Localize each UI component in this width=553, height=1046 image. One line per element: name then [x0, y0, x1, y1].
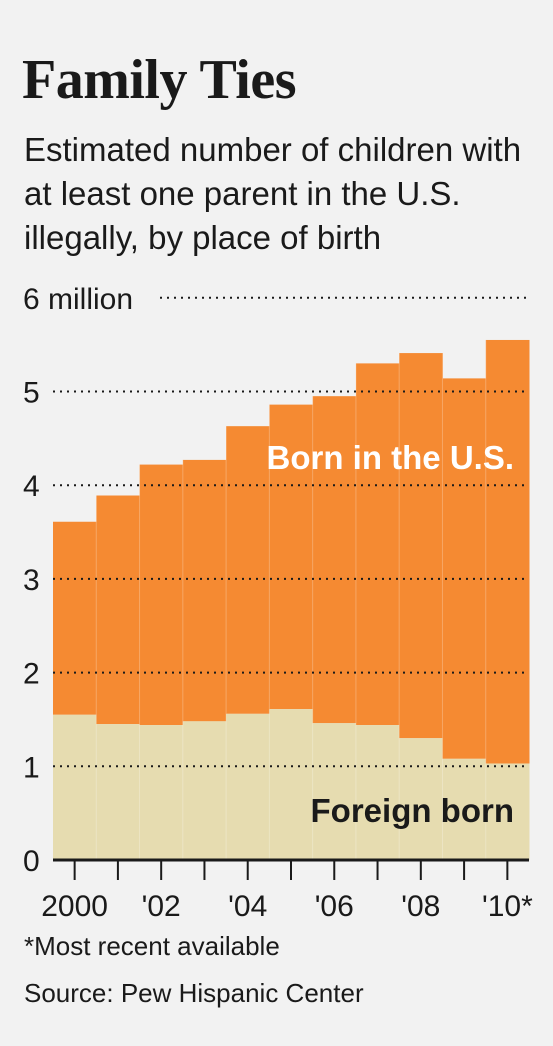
area-segment-born-in-us	[226, 426, 270, 714]
area-segment-foreign-born	[312, 723, 357, 860]
area-segment-foreign-born	[96, 724, 141, 860]
area-segment-born-in-us	[442, 378, 487, 759]
y-tick-label: 6 million	[23, 283, 133, 316]
footnote: *Most recent available	[24, 931, 280, 961]
x-tick-label: '10*	[482, 890, 533, 923]
y-tick-label: 4	[23, 470, 40, 503]
series-label-foreign-born: Foreign born	[311, 792, 514, 829]
area-segment-foreign-born	[442, 758, 487, 860]
source-note: Source: Pew Hispanic Center	[24, 978, 364, 1008]
area-segment-foreign-born	[485, 763, 530, 860]
area-segment-born-in-us	[355, 363, 400, 726]
chart-title: Family Ties	[22, 49, 297, 111]
area-segment-born-in-us	[312, 396, 357, 724]
y-tick-label: 3	[23, 564, 40, 597]
y-tick-label: 5	[23, 377, 40, 410]
x-tick-label: '04	[228, 890, 267, 923]
chart-areas	[53, 339, 530, 860]
area-segment-born-in-us	[139, 464, 184, 726]
area-segment-foreign-born	[355, 725, 400, 860]
x-tick-label: 2000	[41, 890, 108, 923]
y-tick-label: 2	[23, 658, 40, 691]
series-label-born-in-us: Born in the U.S.	[267, 439, 515, 476]
x-tick-label: '02	[142, 890, 181, 923]
y-axis-ticks: 0 1 2 3 4 5 6 million	[23, 283, 133, 878]
chart-gridlines	[53, 296, 529, 768]
area-segment-foreign-born	[399, 738, 443, 860]
x-tick-label: '06	[315, 890, 354, 923]
x-axis: 2000 '02 '04 '06 '08 '10*	[41, 858, 533, 923]
y-tick-label: 1	[23, 751, 40, 784]
area-segment-foreign-born	[226, 713, 270, 860]
area-segment-foreign-born	[53, 714, 97, 860]
area-segment-born-in-us	[96, 495, 141, 725]
area-segment-foreign-born	[269, 709, 314, 860]
area-segment-foreign-born	[139, 725, 184, 860]
chart-subtitle: Estimated number of children with at lea…	[24, 131, 522, 256]
area-segment-born-in-us	[399, 353, 443, 739]
area-segment-born-in-us	[485, 339, 530, 764]
x-tick-label: '08	[401, 890, 440, 923]
area-segment-born-in-us	[269, 404, 314, 710]
stacked-area-chart: 0 1 2 3 4 5 6 million 2000 '02 '04 '06 '08 '10* Bor…	[23, 283, 533, 923]
area-segment-foreign-born	[182, 721, 227, 860]
area-segment-born-in-us	[182, 459, 227, 722]
y-tick-label: 0	[23, 845, 40, 878]
area-segment-born-in-us	[53, 521, 97, 715]
